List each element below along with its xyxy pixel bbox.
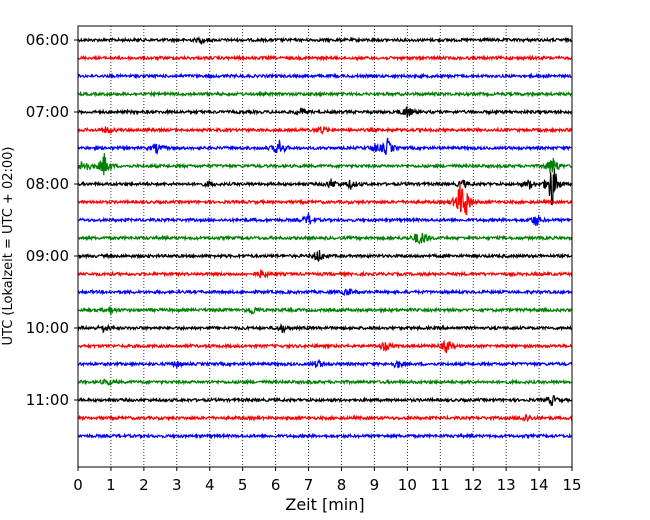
x-tick-label-3: 3 (172, 476, 182, 494)
x-tick-label-5: 5 (238, 476, 248, 494)
trace-0730 (77, 137, 573, 155)
y-tick-label-2: 08:00 (26, 175, 69, 193)
y-axis-ticks: 06:00 07:00 08:00 09:00 10:00 11:00 (26, 31, 78, 409)
x-tick-label-13: 13 (497, 476, 516, 494)
trace-0630 (77, 72, 573, 80)
y-axis-label: UTC (Lokalzeit = UTC + 02:00) (1, 147, 16, 346)
x-tick-label-15: 15 (562, 476, 581, 494)
trace-1000 (77, 322, 573, 334)
x-axis-ticks: 0 1 2 3 4 5 6 7 8 9 10 11 12 13 14 15 (73, 467, 582, 494)
x-tick-label-12: 12 (464, 476, 483, 494)
trace-1130 (77, 432, 573, 440)
trace-0830 (77, 212, 573, 227)
trace-0815 (77, 182, 573, 216)
x-tick-label-2: 2 (139, 476, 149, 494)
y-tick-label-4: 10:00 (26, 319, 69, 337)
x-tick-label-7: 7 (304, 476, 314, 494)
x-tick-label-9: 9 (370, 476, 380, 494)
trace-0700 (77, 105, 573, 118)
x-tick-label-0: 0 (73, 476, 83, 494)
trace-lines (77, 35, 573, 440)
trace-1015 (77, 339, 573, 354)
trace-0945 (77, 306, 573, 316)
y-tick-label-1: 07:00 (26, 103, 69, 121)
trace-0800 (77, 168, 573, 206)
x-tick-label-4: 4 (205, 476, 215, 494)
trace-1115 (77, 413, 573, 423)
y-tick-label-5: 11:00 (26, 391, 69, 409)
x-tick-label-1: 1 (106, 476, 116, 494)
trace-1045 (77, 378, 573, 386)
trace-0930 (77, 288, 573, 297)
x-tick-label-11: 11 (431, 476, 450, 494)
trace-1100 (77, 394, 573, 407)
trace-1030 (77, 359, 573, 370)
x-tick-label-10: 10 (398, 476, 417, 494)
x-axis-label: Zeit [min] (285, 495, 364, 514)
trace-0715 (77, 126, 573, 135)
plot-frame (77, 25, 573, 468)
y-tick-label-0: 06:00 (26, 31, 69, 49)
x-tick-label-14: 14 (530, 476, 549, 494)
x-tick-label-6: 6 (271, 476, 281, 494)
trace-0600 (77, 35, 573, 45)
trace-0915 (77, 269, 573, 279)
trace-0745 (77, 153, 573, 176)
trace-0845 (77, 233, 573, 245)
y-tick-label-3: 09:00 (26, 247, 69, 265)
trace-0615 (77, 54, 573, 62)
trace-0900 (77, 250, 573, 263)
trace-0645 (77, 90, 573, 98)
x-tick-label-8: 8 (337, 476, 347, 494)
